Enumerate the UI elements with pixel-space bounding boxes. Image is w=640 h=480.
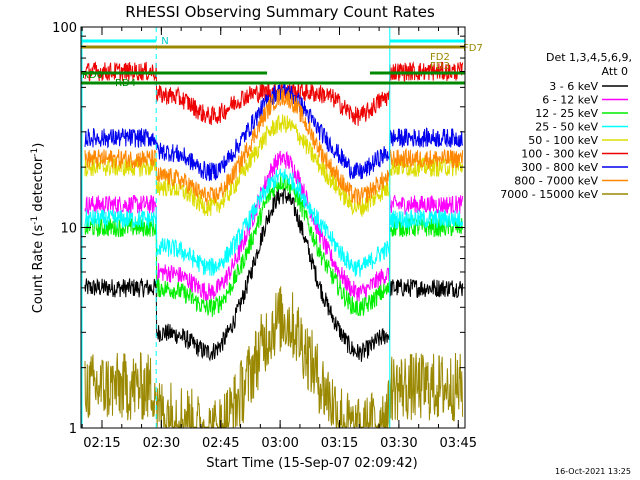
- x-tick-label: 03:30: [380, 436, 417, 451]
- series-trace: [84, 168, 464, 278]
- legend-header-line-2: Att 0: [602, 65, 628, 78]
- legend-entry-label: 300 - 800 keV: [521, 161, 598, 174]
- legend-entry-label: 7000 - 15000 keV: [500, 188, 598, 201]
- series-trace: [84, 114, 464, 217]
- legend-entry-label: 25 - 50 keV: [535, 121, 598, 134]
- series-trace: [84, 150, 464, 302]
- series-trace: [84, 87, 464, 206]
- series-traces: [84, 61, 464, 429]
- legend-entry-label: 6 - 12 keV: [542, 94, 598, 107]
- x-tick-label: 02:15: [83, 436, 120, 451]
- timestamp-stamp: 16-Oct-2021 13:25: [555, 467, 631, 476]
- rd0-label: RD0: [82, 70, 103, 81]
- y-tick-label: 10: [60, 222, 77, 237]
- legend-entry-label: 100 - 300 keV: [521, 148, 598, 161]
- series-trace: [84, 82, 464, 182]
- fd3-label: FD3: [430, 61, 450, 72]
- series-trace: [84, 173, 464, 317]
- x-tick-label: 02:30: [143, 436, 180, 451]
- x-tick-label: 03:00: [261, 436, 298, 451]
- fd7-label: FD7: [463, 43, 483, 54]
- night-label: N: [161, 36, 168, 47]
- fd2-label: FD2: [430, 52, 450, 63]
- legend-entry-label: 50 - 100 keV: [528, 134, 598, 147]
- chart-title: RHESSI Observing Summary Count Rates: [125, 3, 435, 21]
- y-tick-label: 1: [69, 422, 77, 437]
- x-tick-label: 03:15: [321, 436, 358, 451]
- series-trace: [84, 286, 464, 429]
- x-axis-label: Start Time (15-Sep-07 02:09:42): [206, 456, 417, 471]
- x-tick-label: 03:45: [440, 436, 477, 451]
- legend-header-line-1: Det 1,3,4,5,6,9,: [546, 51, 632, 64]
- y-tick-label: 100: [52, 21, 77, 36]
- legend-entry-label: 3 - 6 keV: [549, 80, 598, 93]
- y-axis-label: Count Rate (s-1 detector-1): [30, 143, 46, 314]
- axes: 1 10 100 02:15 02:30 02:45 03:00 03:15 03:30 03:4…: [52, 21, 477, 451]
- series-trace: [84, 187, 464, 362]
- x-tick-label: 02:45: [202, 436, 239, 451]
- legend-entry-label: 12 - 25 keV: [535, 107, 598, 120]
- legend-entry-label: 800 - 7000 keV: [514, 175, 598, 188]
- rd4-label: RD4: [115, 78, 136, 89]
